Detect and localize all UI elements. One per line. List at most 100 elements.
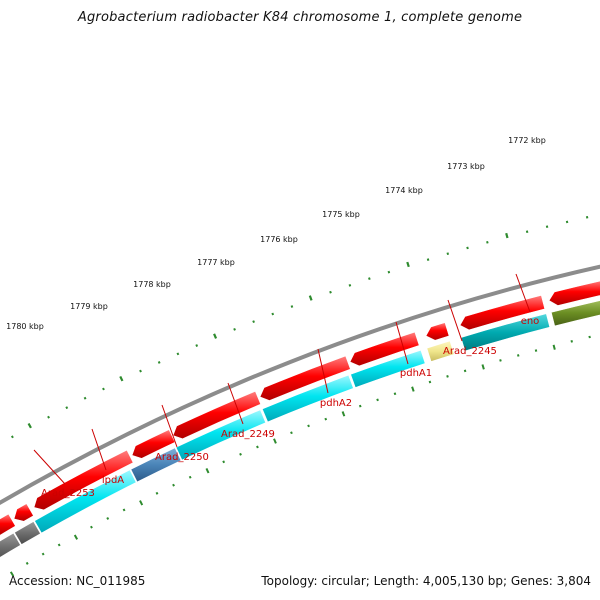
scale-tick — [545, 225, 549, 229]
scale-tick — [486, 241, 489, 244]
gene-label: eno — [521, 316, 540, 327]
gene-leader-line — [91, 428, 107, 471]
scale-tick — [27, 422, 32, 429]
scale-tick — [466, 246, 469, 250]
scale-tick — [348, 283, 352, 287]
map-title: Agrobacterium radiobacter K84 chromosome… — [77, 10, 523, 25]
scale-tick-label: 1777 kbp — [197, 258, 235, 267]
inner-scale-tick — [25, 561, 29, 565]
scale-tick — [10, 435, 14, 439]
inner-scale-tick — [273, 438, 277, 444]
reverse-cds-alt — [130, 447, 182, 483]
forward-cds — [459, 294, 546, 331]
scale-tick — [83, 396, 87, 400]
inner-scale-tick — [588, 335, 591, 339]
scale-tick — [195, 344, 199, 347]
forward-cds — [425, 322, 450, 341]
scale-tick — [119, 375, 124, 382]
inner-scale-tick — [516, 354, 520, 357]
gene-label: Arad_2250 — [155, 452, 209, 463]
reverse-cds — [34, 469, 137, 534]
gene-label: pdhA2 — [320, 398, 352, 409]
reverse-cds — [175, 409, 267, 461]
gene-labels: eno Arad_2245 pdhA1 pdhA2 Arad_2249 Arad_2250… — [41, 316, 539, 499]
scale-tick — [368, 277, 371, 281]
scale-tick-label: 1775 kbp — [322, 210, 360, 219]
pale-feature — [426, 340, 455, 362]
scale-tick — [406, 261, 410, 268]
scale-tick — [213, 333, 218, 339]
scale-tick-label: 1778 kbp — [133, 280, 171, 289]
inner-scale-tick — [41, 552, 45, 556]
scale-tick-label: 1779 kbp — [70, 302, 108, 311]
scale-tick — [308, 295, 313, 301]
olive-feature — [550, 300, 600, 327]
feature-track — [0, 280, 600, 558]
inner-scale-tick — [73, 534, 79, 540]
gene-leader-line — [515, 273, 531, 313]
gray-feature — [0, 532, 21, 558]
forward-cds — [131, 429, 176, 459]
scale-tick — [139, 369, 142, 373]
inner-scale-tick — [552, 344, 556, 350]
inner-scale-tick — [411, 386, 415, 392]
inner-scale-tick — [222, 460, 226, 464]
scale-tick-label: 1774 kbp — [385, 186, 423, 195]
scale-tick — [47, 415, 50, 419]
scale-tick-label: 1773 kbp — [447, 162, 485, 171]
inner-scale-tick — [463, 369, 467, 373]
forward-cds — [259, 355, 351, 401]
scale-tick — [252, 320, 255, 323]
inner-scale-tick — [172, 483, 175, 487]
inner-scale-tick — [428, 380, 432, 384]
inner-scale-tick — [9, 571, 15, 577]
inner-scale-tick — [341, 411, 346, 417]
gene-label: Arad_2249 — [221, 429, 275, 440]
teal-feature — [460, 313, 551, 352]
forward-cds — [33, 449, 134, 511]
gene-leader-line — [317, 348, 329, 394]
backbone-circle — [0, 264, 600, 506]
inner-scale-tick — [139, 500, 144, 506]
forward-cds — [548, 280, 600, 306]
scale-tick — [233, 328, 236, 331]
genome-summary-text: Topology: circular; Length: 4,005,130 bp… — [261, 574, 591, 588]
gene-label: Arad_2245 — [443, 346, 497, 357]
scale-tick — [387, 270, 391, 274]
inner-scale-tick — [570, 340, 573, 343]
label-leaders — [33, 273, 531, 485]
scale-tick — [65, 406, 69, 410]
inner-scale-tick — [481, 364, 485, 370]
inner-scale-tick — [57, 543, 61, 547]
scale-tick-labels: 1772 kbp 1773 kbp 1774 kbp 1775 kbp 1776 kbp… — [6, 136, 546, 331]
scale-tick — [329, 290, 332, 294]
inner-scale-tick — [90, 525, 93, 529]
backbone — [0, 264, 600, 506]
forward-cds — [349, 331, 420, 367]
scale-tick — [446, 252, 450, 256]
gray-feature — [14, 521, 41, 545]
scale-tick — [505, 232, 509, 239]
scale-tick — [157, 360, 161, 364]
inner-scale-tick — [376, 398, 379, 402]
inner-scale-tick — [307, 424, 310, 428]
scale-tick-label: 1780 kbp — [6, 322, 44, 331]
inner-scale-tick — [290, 431, 293, 435]
accession-text: Accession: NC_011985 — [9, 574, 146, 588]
gene-label: pdhA1 — [400, 368, 432, 379]
inner-scale-tick — [188, 475, 192, 479]
gene-leader-line — [447, 299, 463, 342]
gene-label: Arad_2253 — [41, 488, 95, 499]
scale-tick — [271, 312, 275, 316]
scale-tick — [525, 230, 529, 234]
inner-scale-tick — [499, 359, 502, 362]
gene-leader-line — [395, 321, 409, 365]
gene-leader-line — [227, 382, 244, 425]
inner-scale-tick — [393, 392, 397, 396]
inner-scale-tick — [358, 404, 362, 408]
forward-cds — [172, 390, 262, 440]
scale-tick — [290, 305, 294, 308]
inner-scale-tick — [256, 445, 259, 449]
inner-scale-tick — [106, 517, 110, 520]
